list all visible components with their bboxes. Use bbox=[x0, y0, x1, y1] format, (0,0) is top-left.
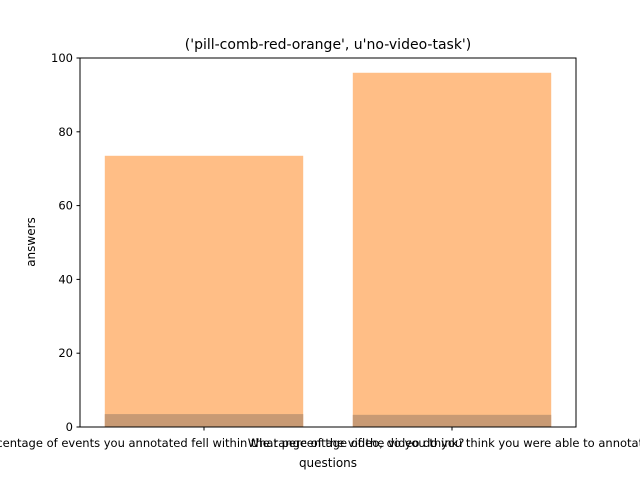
axes-layer bbox=[79, 57, 577, 428]
x-tick-label-2: What percentage of the video do you thin… bbox=[248, 436, 640, 450]
y-tick-label-2: 20 bbox=[58, 346, 73, 360]
bar-series-2-2 bbox=[352, 414, 552, 427]
plot-frame bbox=[79, 57, 577, 428]
bars-layer bbox=[104, 72, 552, 427]
bar-series-2-1 bbox=[104, 414, 304, 427]
y-tick-label-1: 0 bbox=[66, 420, 73, 434]
x-axis-label: questions bbox=[299, 456, 357, 470]
ticks-layer: 0 20 40 60 80 100 What percentage of events yo… bbox=[0, 51, 640, 450]
y-axis-label: answers bbox=[24, 217, 38, 267]
y-tick-label-4: 60 bbox=[58, 199, 73, 213]
y-tick-label-6: 100 bbox=[51, 51, 73, 65]
y-tick-label-5: 80 bbox=[58, 125, 73, 139]
chart-title: ('pill-comb-red-orange', u'no-video-task… bbox=[185, 37, 471, 53]
bar-series-1-1 bbox=[104, 155, 304, 427]
x-tick-label-1: What percentage of events you annotated … bbox=[0, 436, 464, 450]
y-tick-label-3: 40 bbox=[58, 272, 73, 286]
bar-series-1-2 bbox=[352, 72, 552, 427]
